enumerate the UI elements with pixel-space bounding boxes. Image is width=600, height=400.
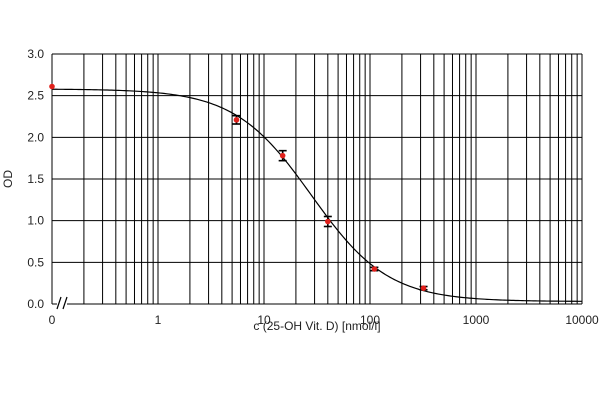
data-point xyxy=(233,117,240,123)
x-tick-label: 100 xyxy=(360,313,380,327)
x-tick-label: 10 xyxy=(257,313,271,327)
fit-curve-layer xyxy=(51,88,583,302)
y-tick-label: 0.5 xyxy=(27,255,44,269)
y-tick-label: 0.0 xyxy=(27,297,44,311)
data-point xyxy=(325,218,331,225)
x-tick-labels: 0 1 10 100 1000 10000 xyxy=(49,313,599,327)
data-point xyxy=(420,285,427,291)
y-tick-labels: 0.0 0.5 1.0 1.5 2.0 2.5 3.0 xyxy=(27,47,44,311)
y-axis-title: OD xyxy=(1,170,15,188)
grid xyxy=(51,53,583,305)
x-tick-label: 1 xyxy=(155,313,162,327)
data-point xyxy=(279,152,286,159)
y-tick-label: 2.0 xyxy=(27,130,44,144)
data-point xyxy=(371,266,378,272)
fit-curve xyxy=(51,88,583,302)
x-tick-label: 0 xyxy=(49,313,56,327)
x-tick-label: 1000 xyxy=(463,313,490,327)
y-tick-label: 1.5 xyxy=(27,172,44,186)
data-point xyxy=(49,83,55,90)
axis-break-mask xyxy=(57,296,67,310)
x-axis-title: c (25-OH Vit. D) [nmol/l] xyxy=(253,319,380,333)
y-tick-label: 1.0 xyxy=(27,214,44,228)
axis-break-slash xyxy=(56,296,62,310)
axis-break-icon xyxy=(56,296,68,310)
data-points xyxy=(49,83,427,291)
y-tick-label: 3.0 xyxy=(27,47,44,61)
axis-break-slash xyxy=(62,296,68,310)
x-tick-label: 10000 xyxy=(565,313,599,327)
y-tick-label: 2.5 xyxy=(27,89,44,103)
